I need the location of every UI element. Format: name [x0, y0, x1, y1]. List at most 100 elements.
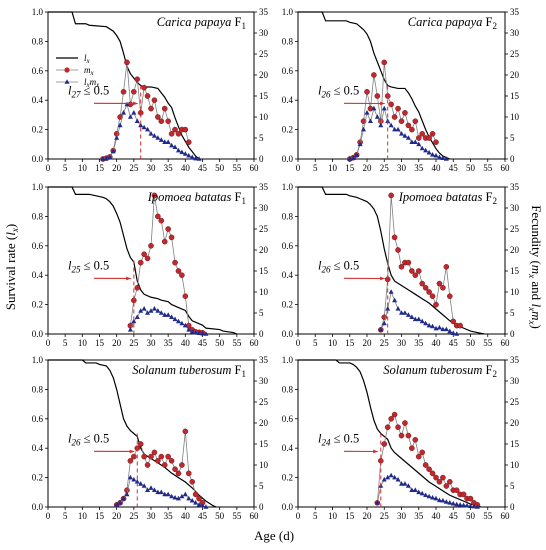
- mx-point: [127, 457, 134, 464]
- y-right-tick-label: 0: [259, 154, 264, 164]
- lxmx-point: [443, 499, 449, 504]
- mx-point: [429, 130, 436, 137]
- y-right-tick-label: 25: [510, 49, 520, 59]
- y-right-tick-label: 5: [510, 481, 515, 491]
- lxmx-point: [454, 501, 460, 507]
- lxmx-point: [464, 502, 470, 508]
- lxmx-point: [145, 310, 151, 315]
- lxmx-point: [395, 126, 401, 132]
- lxmx-point: [381, 476, 387, 482]
- mx-point: [179, 272, 185, 279]
- series-line-lx: [48, 359, 217, 508]
- y-right-tick-label: 5: [510, 308, 515, 318]
- lxmx-point: [388, 472, 394, 478]
- x-tick-label: 60: [501, 163, 511, 173]
- chart-panel-2: 0 5 10 15 20 25 30 35 40 45 50 55 600.00.20.40.60.81…: [282, 7, 520, 173]
- lxmx-point: [436, 497, 442, 503]
- mx-point: [172, 259, 178, 266]
- x-tick-label: 15: [95, 338, 105, 348]
- y-right-tick-label: 25: [510, 397, 520, 407]
- lxmx-point: [114, 135, 120, 140]
- lxmx-point: [419, 318, 425, 324]
- legend-label-mx: mx: [84, 65, 95, 77]
- y-left-tick-label: 0.4: [32, 95, 44, 105]
- y-right-tick-label: 30: [510, 376, 520, 386]
- lxmx-point: [412, 487, 418, 492]
- lxmx-point: [172, 144, 178, 150]
- mx-point: [422, 462, 429, 468]
- mx-point: [168, 457, 175, 464]
- y-left-tick-label: 0.0: [282, 154, 294, 164]
- y-left-tick-label: 0.6: [32, 66, 44, 76]
- mx-point: [419, 449, 426, 456]
- y-right-tick-label: 35: [510, 7, 520, 17]
- x-tick-label: 60: [501, 511, 511, 521]
- bottom-axis-title: Age (d): [254, 528, 294, 543]
- lxmx-point: [405, 135, 411, 140]
- lxmx-point: [412, 316, 418, 322]
- lxmx-point: [395, 306, 401, 311]
- lxmx-point: [179, 493, 185, 499]
- x-tick-label: 0: [46, 338, 51, 348]
- mx-point: [141, 84, 147, 91]
- annotation-arrowhead: [129, 449, 135, 454]
- y-left-tick-label: 0.6: [32, 241, 44, 251]
- lxmx-point: [392, 474, 398, 480]
- lxmx-point: [405, 483, 411, 488]
- lxmx-point: [399, 310, 404, 315]
- y-right-tick-label: 5: [259, 133, 264, 143]
- lxmx-point: [158, 489, 164, 495]
- x-tick-label: 35: [414, 338, 424, 348]
- mx-point: [124, 59, 130, 66]
- lxmx-point: [186, 327, 192, 332]
- legend-label-lxmx: lxmx: [84, 77, 100, 89]
- lxmx-point: [141, 483, 147, 488]
- lxmx-point: [468, 503, 473, 508]
- mx-point: [426, 135, 432, 141]
- y-right-tick-label: 30: [259, 203, 269, 213]
- mx-point: [395, 105, 401, 112]
- y-right-tick-label: 25: [259, 397, 269, 407]
- panel-title: Carica papaya F2: [408, 15, 497, 31]
- lxmx-point: [158, 137, 164, 142]
- y-left-tick-label: 0.8: [32, 384, 44, 394]
- lxmx-point: [350, 155, 356, 160]
- x-tick-label: 35: [164, 163, 174, 173]
- lxmx-point: [155, 489, 161, 495]
- lxmx-point: [121, 110, 127, 115]
- lxmx-point: [471, 503, 477, 509]
- lxmx-point: [457, 502, 463, 507]
- x-tick-label: 30: [147, 511, 157, 521]
- lxmx-point: [138, 481, 144, 486]
- x-tick-label: 25: [380, 511, 390, 521]
- lxmx-point: [447, 328, 453, 334]
- x-tick-label: 25: [129, 511, 139, 521]
- y-left-tick-label: 0.0: [32, 329, 44, 339]
- lxmx-point: [430, 323, 436, 329]
- lxmx-point: [169, 493, 175, 499]
- y-left-tick-label: 0.0: [282, 502, 294, 512]
- x-tick-label: 40: [181, 511, 191, 521]
- chart-panel-3: 0 5 10 15 20 25 30 35 40 45 50 55 600.00.20.40.60.81…: [32, 182, 269, 348]
- y-right-tick-label: 35: [259, 7, 269, 17]
- lxmx-point: [361, 126, 367, 132]
- x-tick-label: 50: [466, 163, 476, 173]
- lxmx-point: [127, 327, 133, 332]
- mx-point: [405, 259, 412, 266]
- x-tick-label: 25: [380, 338, 390, 348]
- x-tick-label: 5: [313, 338, 318, 348]
- lxmx-point: [374, 114, 380, 119]
- x-tick-label: 20: [112, 163, 122, 173]
- y-right-tick-label: 10: [510, 460, 520, 470]
- lxmx-point: [392, 126, 398, 132]
- x-tick-label: 50: [215, 338, 225, 348]
- mx-point: [172, 126, 178, 133]
- chart-panel-1: 0 5 10 15 20 25 30 35 40 45 50 55 600.00.20.40.60.81…: [32, 7, 269, 173]
- y-left-tick-label: 0.6: [282, 241, 294, 251]
- x-tick-label: 60: [250, 163, 260, 173]
- x-tick-label: 20: [363, 338, 373, 348]
- lxmx-point: [151, 306, 157, 311]
- y-left-tick-label: 0.6: [282, 66, 294, 76]
- series-line-lx: [298, 186, 485, 335]
